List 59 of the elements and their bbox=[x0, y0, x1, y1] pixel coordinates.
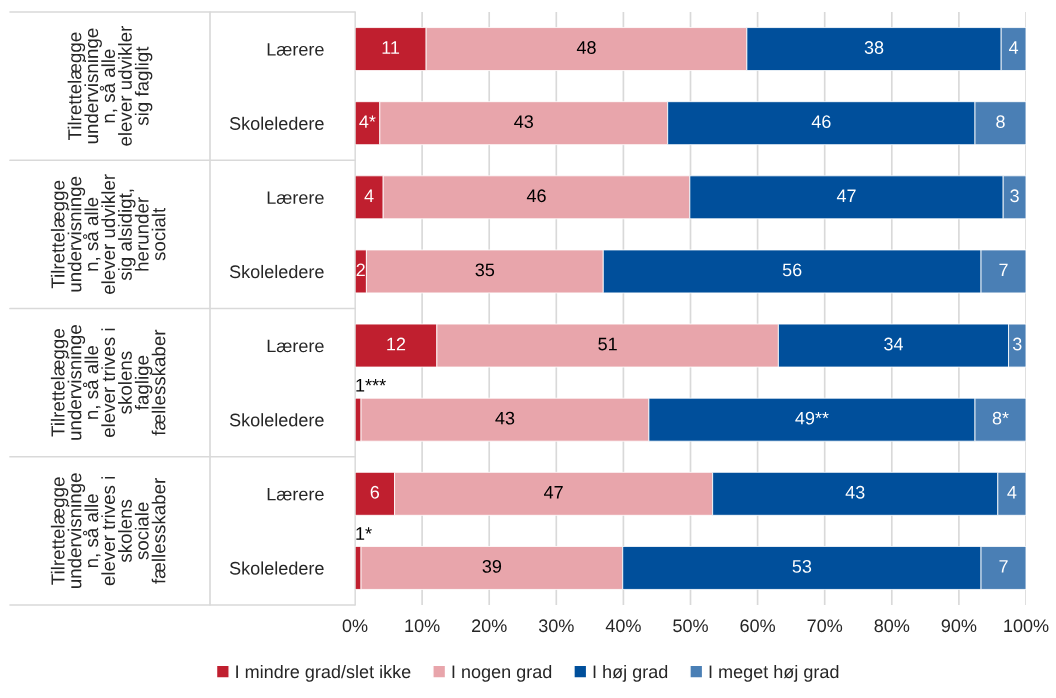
y-tick-label: Lærere bbox=[267, 191, 324, 205]
x-tick-label: 50% bbox=[673, 619, 708, 633]
text: Tilrettelægge undervisninge n, så alle elever udvikler sig alsidigt, herunder socialt bbox=[50, 174, 166, 295]
data-label: 51 bbox=[598, 337, 617, 351]
data-label: 1*** bbox=[356, 379, 386, 392]
data-label: 43 bbox=[495, 411, 515, 425]
y-tick-label: Lærere bbox=[267, 487, 324, 501]
legend-label: I mindre grad/slet ikke bbox=[236, 664, 411, 682]
legend-label: I meget høj grad bbox=[709, 664, 839, 682]
x-tick-label: 100% bbox=[1004, 619, 1049, 633]
data-label: 34 bbox=[884, 337, 903, 351]
data-label: 2 bbox=[356, 263, 365, 277]
y-tick-label: Skoleledere bbox=[229, 264, 324, 279]
legend-label: I nogen grad bbox=[452, 664, 552, 682]
x-tick-label: 0% bbox=[342, 619, 368, 633]
x-tick-label: 60% bbox=[740, 619, 776, 633]
y-tick-label: Lærere bbox=[267, 43, 324, 56]
x-tick-label: 20% bbox=[472, 619, 507, 633]
text: Tilrettelægge undervisninge n, så alle elever trives i skolens faglige fællesskaber bbox=[50, 325, 166, 440]
x-tick-label: 40% bbox=[605, 619, 641, 633]
x-tick-label: 90% bbox=[941, 619, 977, 633]
text: Tilrettelægge undervisninge n, så alle elever trives i skolens sociale fællesskaber bbox=[50, 473, 166, 589]
data-label: 8 bbox=[996, 115, 1005, 129]
data-label: 53 bbox=[792, 560, 812, 573]
text: Tilrettelægge undervisninge n, så alle elever udvikler sig fagligt bbox=[67, 25, 153, 146]
y-tick-label: Skoleledere bbox=[229, 561, 324, 575]
data-label: 43 bbox=[514, 115, 534, 129]
data-label: 4 bbox=[1007, 486, 1017, 499]
data-label: 39 bbox=[482, 560, 502, 573]
data-label: 4* bbox=[359, 115, 376, 128]
data-label: 3 bbox=[1010, 189, 1019, 203]
data-label: 6 bbox=[370, 485, 380, 499]
x-tick-label: 10% bbox=[405, 619, 440, 633]
data-label: 47 bbox=[543, 486, 563, 499]
legend-label: I høj grad bbox=[593, 664, 668, 682]
data-label: 46 bbox=[811, 115, 831, 129]
data-label: 1* bbox=[356, 527, 372, 540]
data-label: 46 bbox=[526, 189, 546, 203]
data-label: 12 bbox=[387, 337, 406, 351]
y-tick-label: Skoleledere bbox=[229, 116, 324, 130]
data-label: 8* bbox=[992, 411, 1009, 425]
y-tick-label: Lærere bbox=[267, 339, 324, 353]
x-tick-label: 70% bbox=[807, 619, 843, 633]
data-label: 7 bbox=[999, 263, 1008, 277]
data-label: 56 bbox=[782, 263, 802, 277]
data-label: 11 bbox=[382, 41, 400, 54]
data-label: 38 bbox=[864, 41, 884, 54]
data-label: 48 bbox=[576, 41, 596, 54]
data-label: 7 bbox=[999, 560, 1008, 573]
data-label: 4 bbox=[364, 189, 374, 202]
data-label: 43 bbox=[845, 485, 865, 499]
y-tick-label: Skoleledere bbox=[229, 413, 324, 427]
data-label: 3 bbox=[1012, 337, 1022, 351]
data-label: 47 bbox=[836, 189, 856, 202]
x-tick-label: 30% bbox=[538, 619, 574, 633]
x-tick-label: 80% bbox=[874, 619, 910, 633]
data-label: 4 bbox=[1008, 41, 1019, 54]
data-label: 35 bbox=[475, 263, 495, 277]
data-label: 49** bbox=[795, 411, 829, 425]
